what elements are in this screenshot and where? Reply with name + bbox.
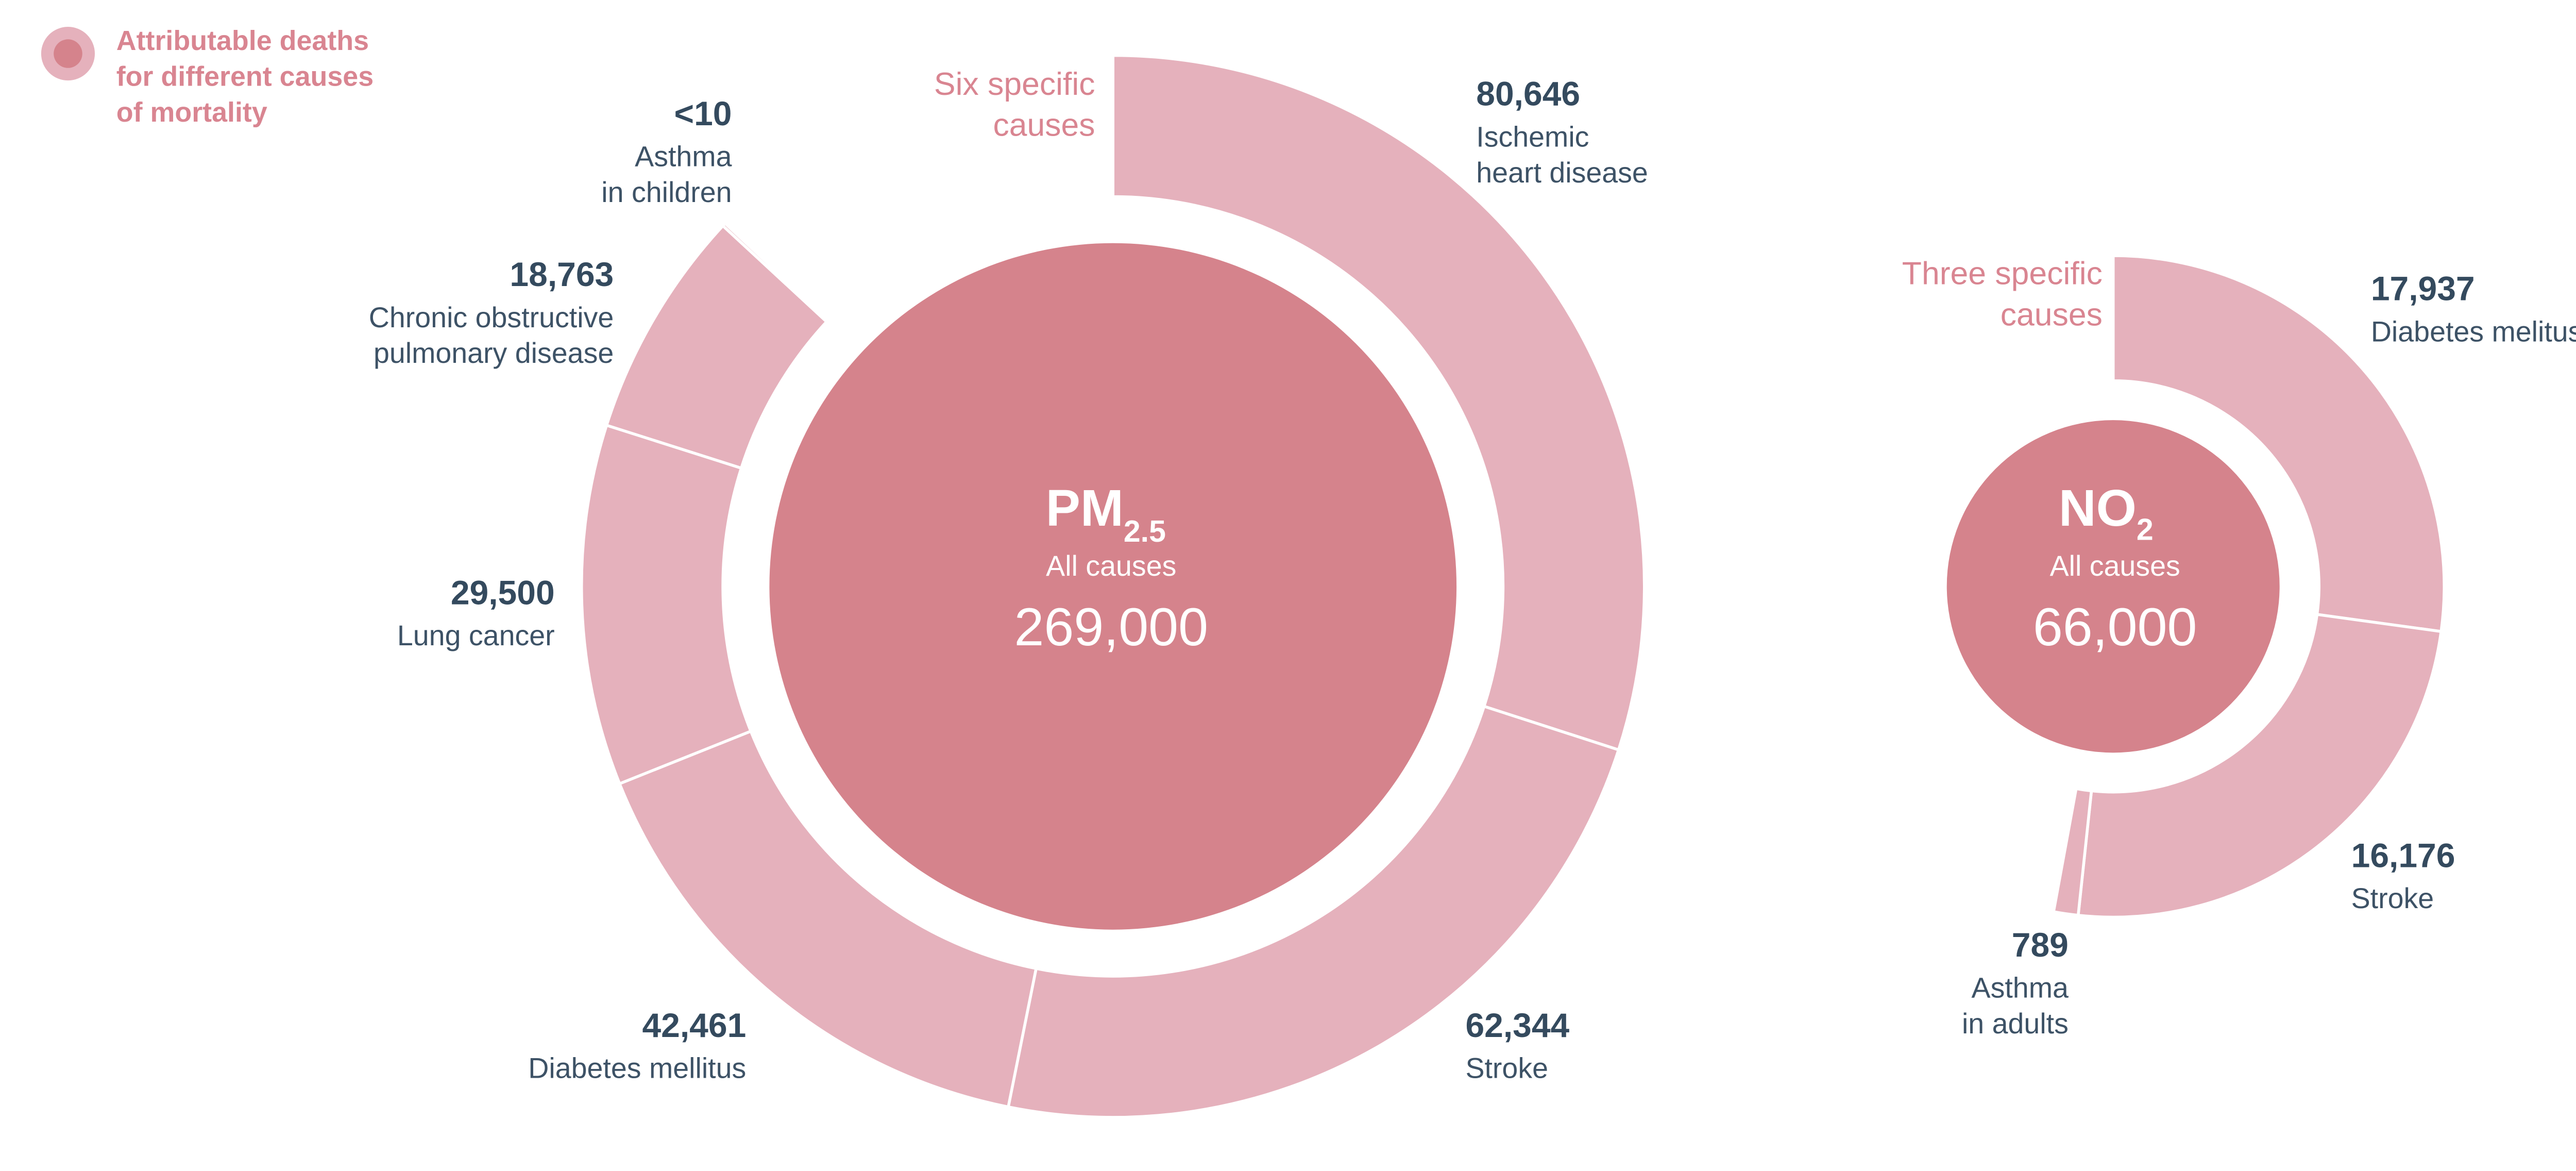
pm25-category-label: Ischemic xyxy=(1476,121,1589,153)
pm25-value-label: 80,646 xyxy=(1476,75,1580,113)
no2-segment-asthma-in-adults xyxy=(2052,787,2093,917)
pm25-segment-stroke xyxy=(1006,705,1621,1119)
no2-category-label: in adults xyxy=(1962,1008,2069,1040)
no2-group-label-line-1: Three specific xyxy=(1902,256,2103,292)
pm25-chart: PM2.5 All causes 269,000 Six specific ca… xyxy=(369,54,1648,1119)
pm25-label-diabetes-mellitus: 42,461 Diabetes mellitus xyxy=(528,1006,746,1084)
no2-ring xyxy=(2052,254,2446,919)
no2-label-diabetes-melitus: 17,937 Diabetes melitus xyxy=(2371,270,2576,348)
pm25-category-label: pulmonary disease xyxy=(374,337,614,369)
legend-inner-swatch xyxy=(54,39,82,68)
pm25-labels: 80,646 Ischemic heart disease 62,344 Stroke 4… xyxy=(369,75,1648,1084)
pm25-label-chronic-obstructive-pulmonary-disease: 18,763 Chronic obstructive pulmonary disea… xyxy=(369,255,614,369)
pm25-category-label: Stroke xyxy=(1465,1052,1548,1084)
legend-line-2: for different causes xyxy=(116,61,374,92)
pm25-category-label: heart disease xyxy=(1476,157,1648,189)
pm25-value-label: 62,344 xyxy=(1465,1006,1569,1044)
no2-segment-stroke xyxy=(2076,613,2443,919)
pm25-segment-chronic-obstructive-pulmonary-disease xyxy=(604,224,829,470)
legend-line-3: of mortality xyxy=(116,97,267,128)
pm25-category-label: in children xyxy=(601,176,732,208)
pm25-category-label: Asthma xyxy=(635,141,732,173)
no2-category-label: Asthma xyxy=(1972,972,2069,1004)
pm25-pollutant-name: PM xyxy=(1046,479,1124,537)
no2-chart: NO2 All causes 66,000 Three specific cau… xyxy=(1902,254,2576,1040)
no2-pollutant-subscript: 2 xyxy=(2137,513,2154,547)
pm25-center-value: 269,000 xyxy=(1014,597,1208,657)
pm25-center-disc xyxy=(769,243,1457,930)
pm25-segment-diabetes-mellitus xyxy=(617,729,1038,1109)
no2-label-stroke: 16,176 Stroke xyxy=(2351,836,2455,914)
pm25-category-label: Diabetes mellitus xyxy=(528,1052,746,1084)
pm25-value-label: 29,500 xyxy=(451,573,555,611)
no2-pollutant-label: NO2 xyxy=(2059,479,2154,547)
no2-group-label-line-2: causes xyxy=(2001,296,2103,332)
pm25-segment-lung-cancer xyxy=(580,423,753,786)
pm25-center-label: All causes xyxy=(1046,550,1176,582)
pm25-ring xyxy=(580,54,1646,1119)
pm25-category-label: Chronic obstructive xyxy=(369,302,614,333)
pm25-value-label: <10 xyxy=(674,94,732,132)
no2-label-asthma-in-adults: 789 Asthma in adults xyxy=(1962,926,2069,1040)
no2-pollutant-name: NO xyxy=(2059,479,2137,537)
no2-value-label: 16,176 xyxy=(2351,836,2455,874)
no2-value-label: 789 xyxy=(2012,926,2069,964)
pm25-category-label: Lung cancer xyxy=(397,620,555,651)
no2-category-label: Diabetes melitus xyxy=(2371,316,2576,348)
pm25-segment-asthma-in-children xyxy=(721,221,831,324)
pm25-value-label: 18,763 xyxy=(510,255,614,293)
pm25-value-label: 42,461 xyxy=(642,1006,746,1044)
no2-center-value: 66,000 xyxy=(2033,597,2197,657)
pm25-group-label-line-2: causes xyxy=(993,107,1095,143)
pm25-pollutant-subscript: 2.5 xyxy=(1124,514,1166,548)
no2-labels: 17,937 Diabetes melitus 16,176 Stroke 789 Ast… xyxy=(1962,270,2576,1040)
pm25-pollutant-label: PM2.5 xyxy=(1046,479,1166,548)
no2-center-disc xyxy=(1946,420,2280,753)
no2-category-label: Stroke xyxy=(2351,882,2434,914)
legend-line-1: Attributable deaths xyxy=(116,25,369,56)
legend: Attributable deaths for different causes… xyxy=(41,25,374,128)
pm25-label-lung-cancer: 29,500 Lung cancer xyxy=(397,573,555,651)
no2-value-label: 17,937 xyxy=(2371,270,2475,308)
pm25-label-stroke: 62,344 Stroke xyxy=(1465,1006,1569,1084)
no2-center-label: All causes xyxy=(2050,550,2180,582)
pm25-group-label-line-1: Six specific xyxy=(934,66,1095,102)
pm25-label-ischemic-heart-disease: 80,646 Ischemic heart disease xyxy=(1476,75,1648,189)
no2-segment-diabetes-melitus xyxy=(2111,254,2446,633)
pm25-segment-ischemic-heart-disease xyxy=(1111,54,1646,752)
